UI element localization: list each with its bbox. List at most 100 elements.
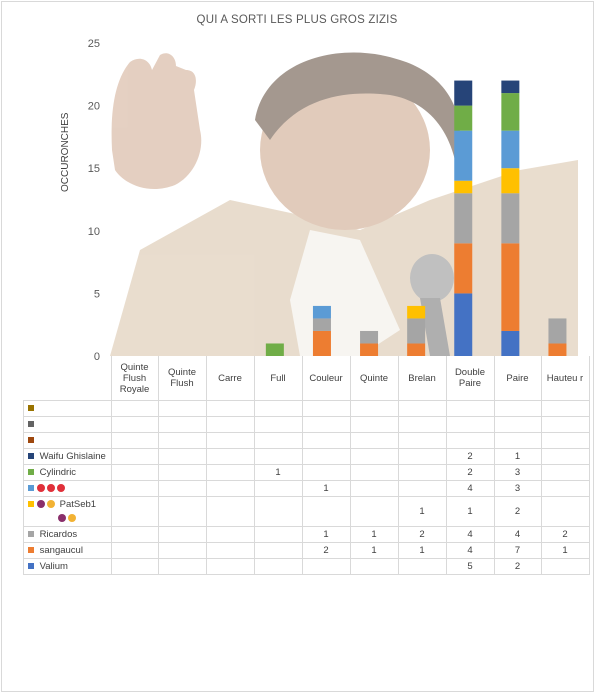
table-row: sangaucul 2 1 1 4 7 1 (23, 542, 590, 559)
series-label: sangaucul (23, 542, 112, 559)
table-row: Cylindric 1 2 3 (23, 464, 590, 481)
data-label (205, 464, 255, 481)
data-label (253, 432, 303, 449)
y-tick-label: 20 (88, 101, 100, 113)
data-label: 1 (349, 526, 399, 543)
category-label: Quinte Flush (157, 356, 207, 401)
data-label: 3 (493, 464, 542, 481)
data-label (205, 542, 255, 559)
data-label (253, 480, 303, 497)
table-corner (24, 356, 112, 401)
data-label (301, 432, 351, 449)
data-label (205, 496, 255, 527)
data-table: Quinte Flush Royale Quinte Flush Carre Full… (23, 356, 590, 575)
data-label (540, 400, 590, 417)
data-label: 1 (301, 526, 351, 543)
data-label (540, 464, 590, 481)
bar-segment (407, 318, 426, 344)
data-label: 2 (397, 526, 447, 543)
data-label (205, 558, 255, 575)
data-label (445, 400, 495, 417)
category-label: Double Paire (445, 356, 495, 401)
data-label (253, 416, 303, 433)
bars-layer (265, 80, 567, 356)
data-label (540, 558, 590, 575)
data-label: 1 (493, 448, 542, 465)
bar-segment (454, 130, 473, 181)
data-label (157, 526, 207, 543)
data-label (301, 496, 351, 527)
category-label: Quinte (349, 356, 399, 401)
data-label (110, 542, 159, 559)
data-label (540, 416, 590, 433)
data-label (157, 542, 207, 559)
series-label (23, 416, 112, 433)
data-label (110, 480, 159, 497)
table-row (23, 416, 590, 433)
y-tick-label: 0 (94, 351, 100, 363)
data-label: 1 (445, 496, 495, 527)
bar-segment (501, 193, 520, 244)
data-label (157, 400, 207, 417)
data-label: 4 (445, 526, 495, 543)
data-label: 5 (445, 558, 495, 575)
data-label: 1 (397, 496, 447, 527)
series-label: Ricardos (23, 526, 112, 543)
data-label (110, 496, 159, 527)
bar-segment (407, 305, 426, 319)
data-label (349, 448, 399, 465)
series-label: Valium (23, 558, 112, 575)
data-label (110, 400, 159, 417)
bar-segment (265, 343, 284, 356)
bar-segment (501, 80, 520, 94)
series-label: PatSeb1 (23, 496, 112, 527)
data-label: 3 (493, 480, 542, 497)
data-label (493, 400, 542, 417)
legend-swatch (28, 437, 34, 444)
bar-segment (501, 93, 520, 131)
legend-swatch (28, 501, 34, 508)
emoji-icon (68, 514, 76, 523)
y-tick-label: 25 (88, 38, 100, 50)
category-label: Carre (205, 356, 255, 401)
data-label (493, 432, 542, 449)
emoji-icon (58, 514, 66, 523)
data-label (110, 526, 159, 543)
data-label (349, 432, 399, 449)
data-label (301, 558, 351, 575)
data-label (397, 416, 447, 433)
data-label (253, 400, 303, 417)
data-label: 2 (493, 496, 542, 527)
data-label (349, 416, 399, 433)
data-label (301, 464, 351, 481)
bar-segment (312, 318, 331, 331)
legend-swatch (28, 563, 34, 570)
data-label (301, 416, 351, 433)
data-label (349, 400, 399, 417)
data-label (349, 480, 399, 497)
data-label (205, 400, 255, 417)
emoji-icon (47, 484, 55, 493)
series-name: sangaucul (37, 545, 83, 556)
data-label (157, 464, 207, 481)
data-label (157, 416, 207, 433)
data-label (445, 416, 495, 433)
data-label: 4 (445, 480, 495, 497)
data-label: 1 (253, 464, 303, 481)
series-label: Waifu Ghislaine (23, 448, 112, 465)
category-label: Brelan (397, 356, 447, 401)
bar-segment (407, 343, 426, 356)
legend-swatch (28, 485, 34, 492)
y-tick-label: 15 (88, 163, 100, 175)
data-label (253, 496, 303, 527)
data-label (301, 448, 351, 465)
data-label (349, 496, 399, 527)
data-label (110, 558, 159, 575)
y-axis-label: OCCURONCHES (60, 112, 71, 192)
data-label: 2 (493, 558, 542, 575)
data-label (397, 464, 447, 481)
series-label (23, 480, 112, 497)
table-header-row: Quinte Flush Royale Quinte Flush Carre Full… (24, 356, 590, 401)
data-label (205, 432, 255, 449)
